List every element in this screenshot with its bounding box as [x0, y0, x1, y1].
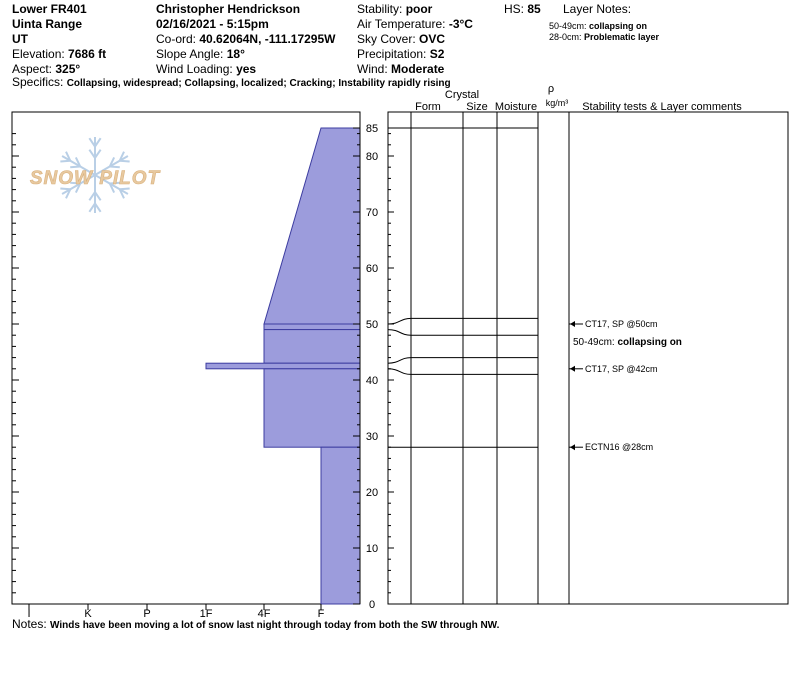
hardness-label-I: I — [27, 608, 30, 620]
hardness-layer-5 — [263, 368, 361, 448]
comment-arrow-head-1 — [570, 321, 575, 327]
hs-value: 85 — [527, 2, 541, 16]
layer-note-1: 50-49cm: collapsing on — [549, 21, 648, 31]
depth-tick-label-85: 85 — [366, 123, 378, 135]
flake-branch — [118, 188, 125, 199]
col2-row-5: Wind Loading: yes — [156, 62, 257, 76]
notes-value: Winds have been moving a lot of snow las… — [50, 620, 500, 631]
flake-branch — [108, 157, 116, 167]
col2-row-4: Slope Angle: 18° — [156, 47, 245, 61]
col1-row-5: Aspect: 325° — [12, 62, 81, 76]
col3-row-2: Air Temperature: -3°C — [357, 17, 473, 31]
hs-readout: HS: 85 — [504, 2, 541, 16]
flake-branch — [74, 157, 82, 167]
specifics-value: Collapsing, widespread; Collapsing, loca… — [66, 78, 451, 89]
table-header-comments: Stability tests & Layer comments — [582, 101, 742, 113]
hardness-layer-1 — [263, 127, 361, 325]
hardness-label-K: K — [84, 608, 92, 620]
flake-branch — [88, 202, 96, 213]
notes-line: Notes: Winds have been moving a lot of s… — [12, 617, 499, 633]
flake-branch — [109, 181, 120, 185]
depth-tick-label-70: 70 — [366, 207, 378, 219]
col1-row-2: Uinta Range — [12, 17, 83, 31]
flake-arm — [94, 155, 129, 176]
col3-row-5: Wind: Moderate — [357, 62, 445, 76]
flake-branch — [94, 191, 102, 201]
logo-text: SNOW PILOT — [30, 168, 161, 189]
hardness-layer-3 — [263, 329, 361, 364]
specifics-line: Specifics: Collapsing, widespread; Colla… — [12, 75, 451, 91]
hs-label: HS: — [504, 2, 528, 16]
flake-branch — [60, 187, 71, 191]
depth-tick-label-60: 60 — [366, 263, 378, 275]
col1-row-3: UT — [12, 32, 28, 46]
flake-branch — [88, 191, 96, 201]
depth-tick-label-20: 20 — [366, 487, 378, 499]
col3-row-3: Sky Cover: OVC — [357, 32, 446, 46]
col2-row-1: Christopher Hendrickson — [156, 2, 301, 16]
table-header-form: Form — [415, 101, 441, 113]
flake-branch — [70, 165, 81, 169]
comment-arrow-head-3 — [570, 365, 575, 372]
flake-branch — [109, 165, 120, 169]
col1-row-4: Elevation: 7686 ft — [12, 47, 107, 61]
col3-row-1: Stability: poor — [357, 2, 433, 16]
flake-arm — [94, 174, 129, 195]
flake-branch — [88, 149, 96, 159]
depth-tick-label-50: 50 — [366, 319, 378, 331]
flake-branch — [74, 183, 82, 193]
flake-arm — [61, 174, 96, 195]
col3-row-4: Precipitation: S2 — [357, 47, 445, 61]
table-header-crystal: Crystal — [445, 89, 479, 101]
layer-notes-title: Layer Notes: — [563, 2, 632, 16]
col2-row-3: Co-ord: 40.62064N, -111.17295W — [156, 32, 336, 46]
comment-text-3: CT17, SP @42cm — [585, 364, 658, 374]
notes-label: Notes: — [12, 617, 51, 631]
comment-arrow-head-4 — [570, 444, 575, 451]
flake-branch — [60, 159, 71, 163]
col2-row-2: 02/16/2021 - 5:15pm — [156, 17, 269, 31]
flake-branch — [119, 159, 130, 163]
hardness-label-P: P — [143, 608, 150, 620]
depth-tick-label-0: 0 — [369, 599, 375, 611]
flake-branch — [108, 183, 116, 193]
depth-tick-label-30: 30 — [366, 431, 378, 443]
layer-boundary-2 — [387, 317, 538, 325]
specifics-label: Specifics: — [12, 75, 67, 89]
snowpilot-logo: SNOW PILOT — [30, 137, 161, 213]
comment-text-4: ECTN16 @28cm — [585, 442, 653, 452]
snowflake-icon — [60, 137, 130, 213]
flake-branch — [118, 151, 125, 162]
table-header-density_unit: kg/m³ — [546, 98, 569, 108]
depth-tick-label-40: 40 — [366, 375, 378, 387]
flake-branch — [65, 151, 72, 162]
hardness-layer-4 — [205, 362, 361, 370]
flake-branch — [119, 187, 130, 191]
layer-note-2: 28-0cm: Problematic layer — [549, 32, 660, 42]
hardness-label-F: F — [318, 608, 325, 620]
table-header-size: Size — [466, 101, 487, 113]
flake-branch — [88, 137, 96, 148]
hardness-label-1F: 1F — [200, 608, 213, 620]
hardness-layer-6 — [320, 446, 361, 605]
flake-branch — [94, 149, 102, 159]
flake-branch — [70, 181, 81, 185]
comment-text-1: CT17, SP @50cm — [585, 319, 658, 329]
flake-branch — [94, 137, 102, 148]
flake-branch — [94, 202, 102, 213]
comment-text-2: 50-49cm: collapsing on — [573, 337, 682, 348]
flake-branch — [65, 188, 72, 199]
depth-tick-label-10: 10 — [366, 543, 378, 555]
table-header-rho: ρ — [548, 83, 554, 95]
layer-boundary-4 — [387, 357, 538, 364]
layer-boundary-5 — [387, 368, 538, 375]
depth-tick-label-80: 80 — [366, 151, 378, 163]
hardness-layer-2 — [263, 323, 361, 331]
flake-arm — [61, 155, 96, 176]
hardness-label-4F: 4F — [258, 608, 271, 620]
col1-row-1: Lower FR401 — [12, 2, 87, 16]
table-header-moisture: Moisture — [495, 101, 537, 113]
layer-boundary-3 — [387, 329, 538, 336]
